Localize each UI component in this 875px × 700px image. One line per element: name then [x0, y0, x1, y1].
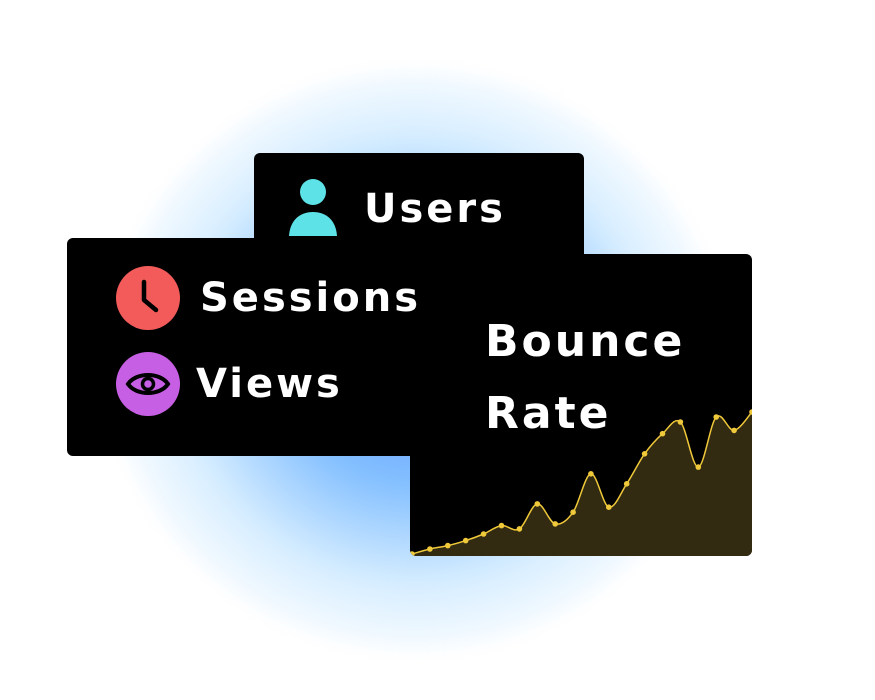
- chart-point: [427, 546, 433, 552]
- chart-point: [659, 430, 666, 437]
- chart-point: [570, 509, 576, 515]
- chart-point: [623, 481, 630, 487]
- chart-point: [713, 414, 719, 420]
- chart-point: [410, 551, 415, 556]
- sessions-label: Sessions: [200, 275, 422, 321]
- chart-area: [412, 412, 752, 556]
- users-label: Users: [364, 186, 506, 232]
- chart-point: [462, 537, 469, 544]
- chart-point: [677, 419, 684, 425]
- views-metric: Views: [116, 352, 343, 416]
- clock-icon: [116, 266, 180, 330]
- eye-icon: [116, 352, 180, 416]
- bounce-rate-title: Bounce Rate: [485, 306, 685, 450]
- chart-point: [498, 522, 505, 529]
- users-metric: Users: [288, 178, 506, 240]
- sessions-metric: Sessions: [116, 266, 421, 330]
- chart-point: [695, 464, 702, 470]
- chart-point: [606, 504, 612, 510]
- user-icon: [288, 178, 338, 240]
- views-label: Views: [196, 361, 343, 407]
- chart-point: [588, 471, 594, 477]
- chart-point: [552, 521, 558, 527]
- chart-point: [445, 542, 451, 549]
- chart-point: [641, 451, 648, 457]
- chart-point: [749, 409, 752, 415]
- bounce-title-line1: Bounce: [485, 316, 686, 367]
- chart-point: [731, 427, 737, 434]
- bounce-rate-chart: [410, 409, 752, 556]
- bounce-title-line2: Rate: [485, 388, 612, 439]
- bounce-rate-card: [410, 254, 752, 556]
- chart-point: [516, 526, 523, 532]
- chart-point: [534, 501, 541, 507]
- chart-point: [480, 531, 487, 537]
